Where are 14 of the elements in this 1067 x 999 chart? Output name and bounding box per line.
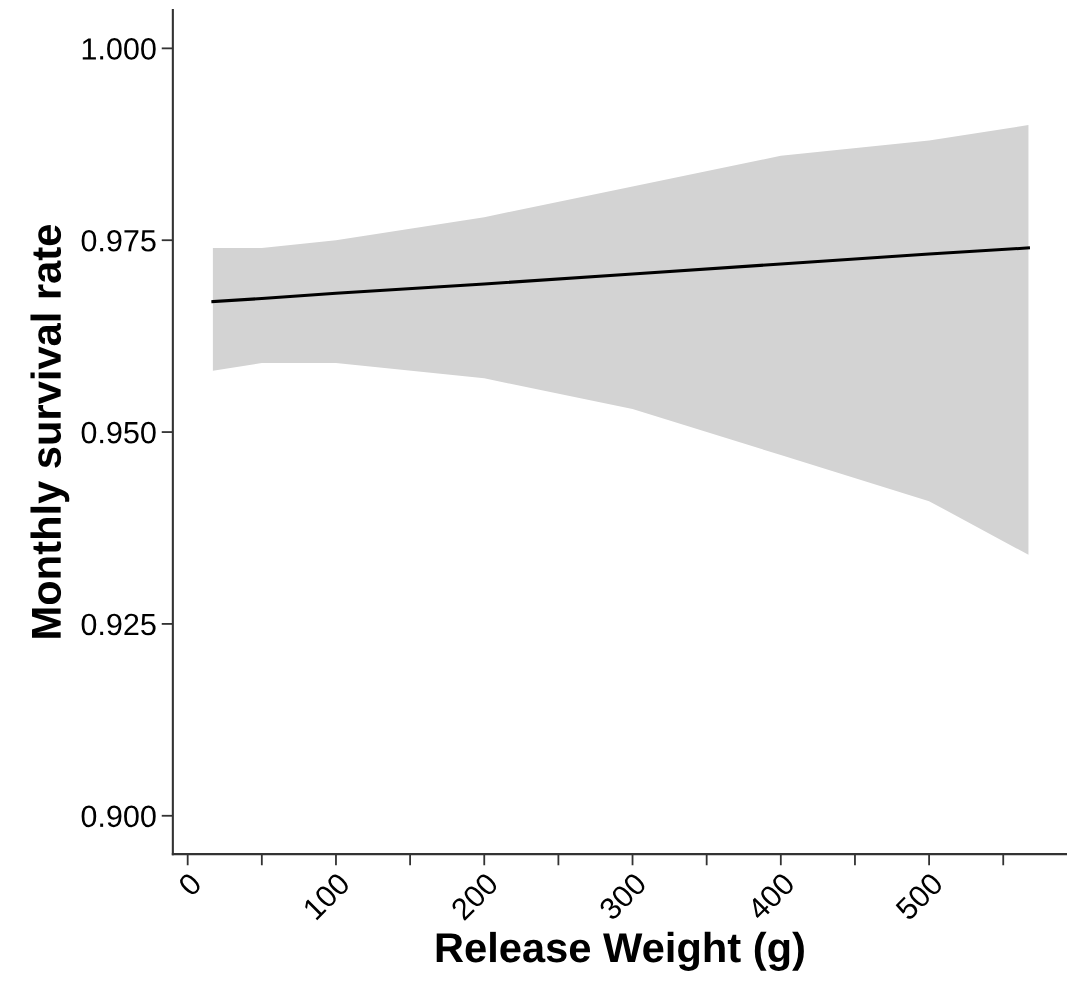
x-tick-label: 0 <box>177 871 203 898</box>
x-tick-label: 300 <box>597 871 648 922</box>
y-tick-label: 0.975 <box>81 229 156 252</box>
x-tick-label: 400 <box>745 871 796 922</box>
y-tick-label: 0.900 <box>81 805 156 828</box>
x-axis-title: Release Weight (g) <box>436 931 804 971</box>
y-tick-label: 1.000 <box>82 38 156 60</box>
x-tick-label: 100 <box>302 871 351 921</box>
y-axis-title: Monthly survival rate <box>30 225 70 638</box>
line-series <box>211 246 1030 304</box>
y-tick-label: 0.925 <box>81 613 156 636</box>
x-tick-label: 200 <box>449 871 500 921</box>
y-tick-label: 0.950 <box>81 421 156 444</box>
x-tick-label: 500 <box>894 871 945 922</box>
